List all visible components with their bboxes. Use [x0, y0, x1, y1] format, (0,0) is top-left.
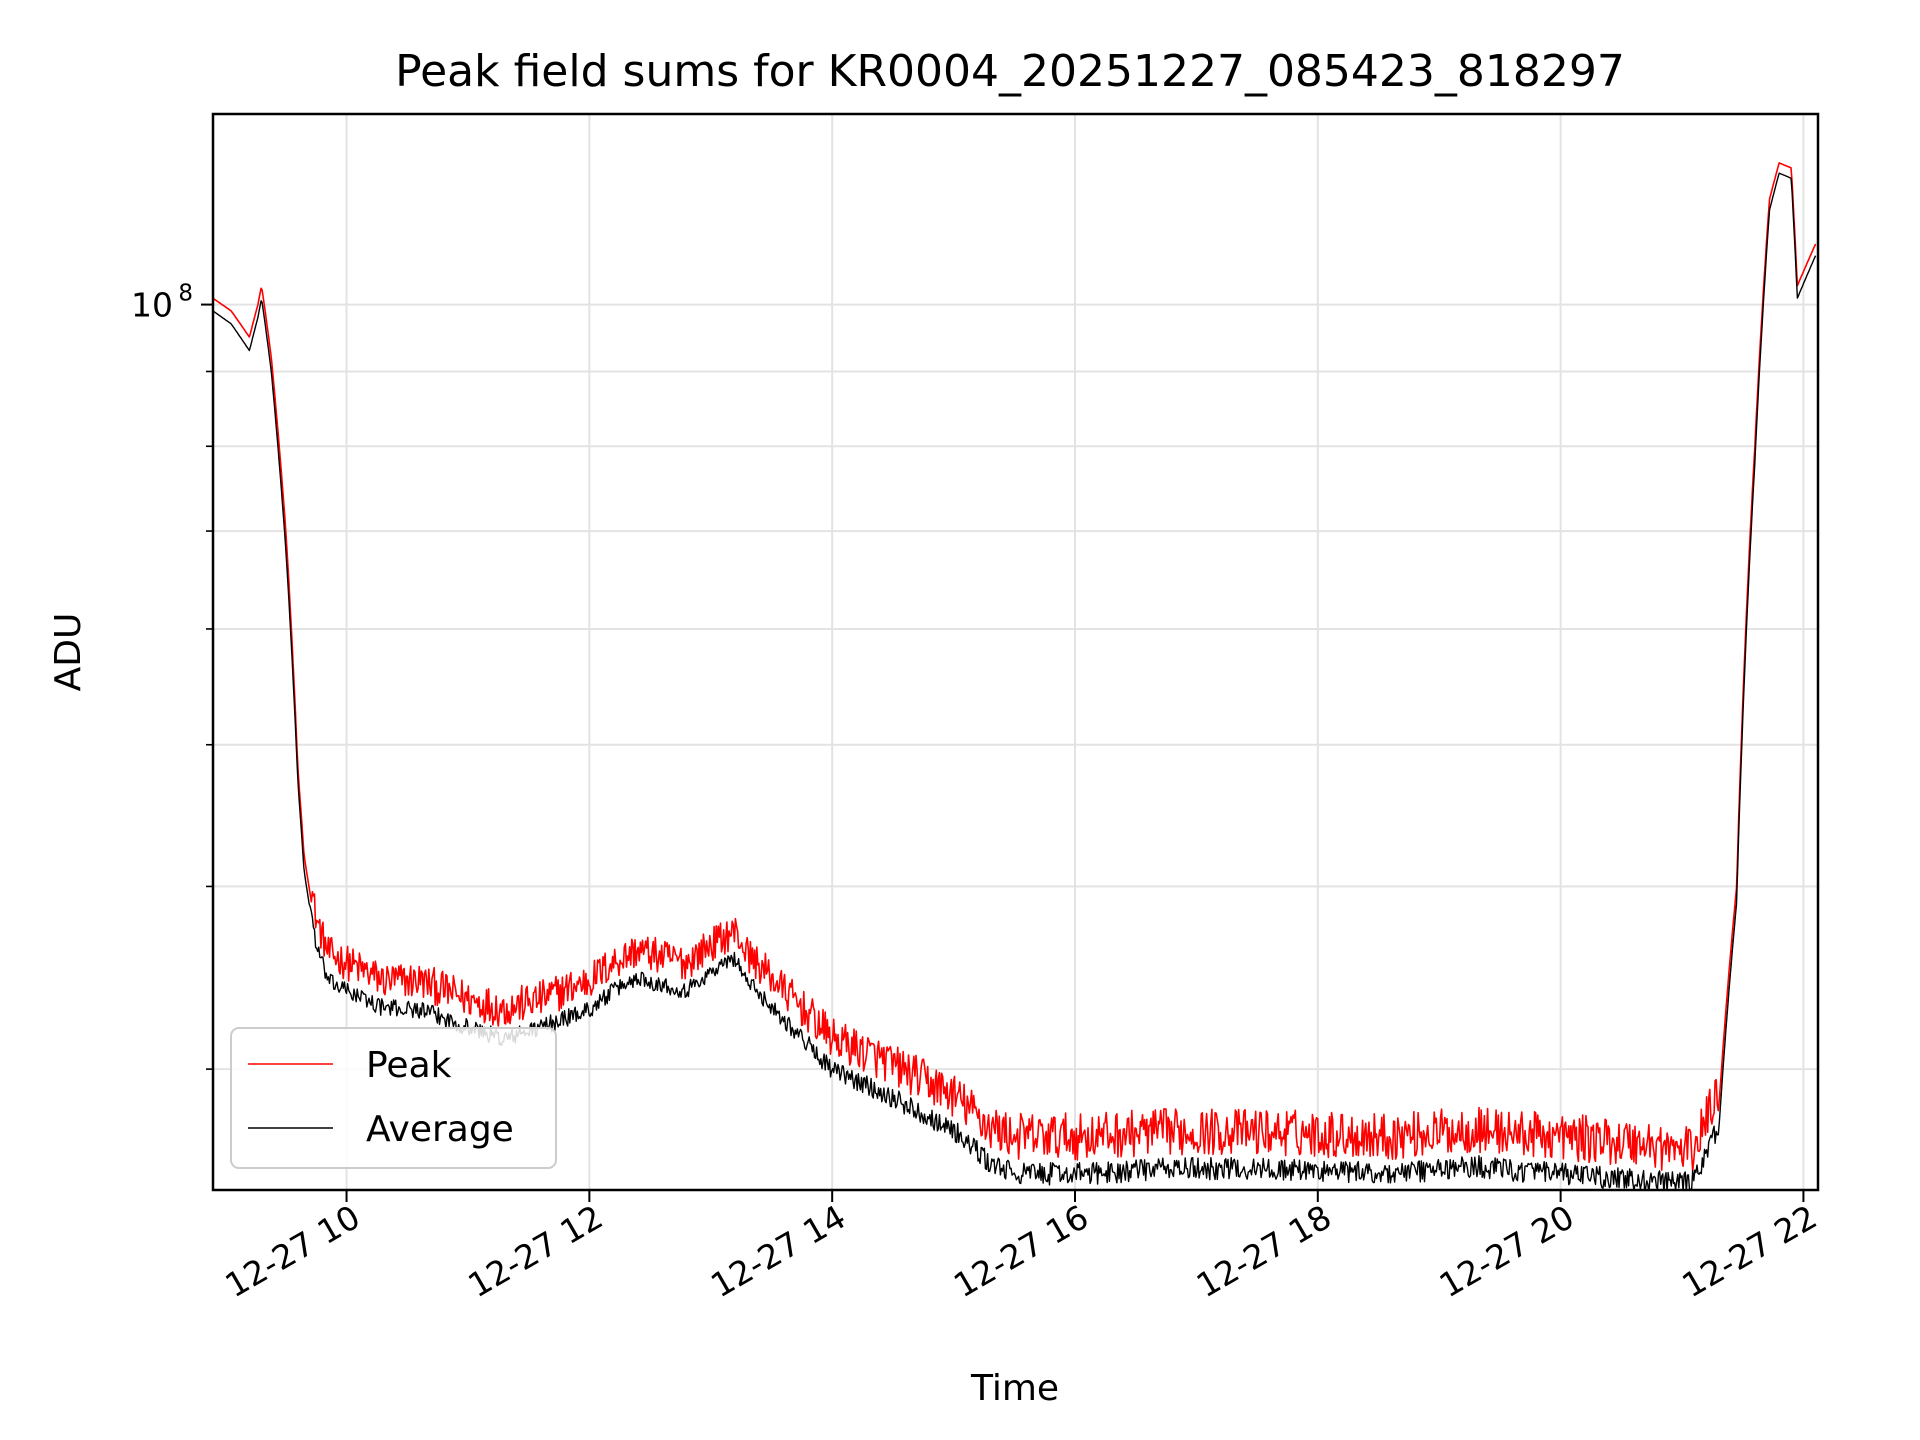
series-line-peak	[213, 162, 1817, 1172]
y-tick-label: 10	[131, 286, 173, 325]
chart-title: Peak field sums for KR0004_20251227_0854…	[395, 46, 1625, 97]
grid	[213, 114, 1818, 1190]
y-tick-label-exponent: 8	[178, 281, 193, 307]
plot-frame	[211, 112, 1820, 1192]
legend-label-peak: Peak	[366, 1045, 452, 1086]
y-axis-label: ADU	[48, 613, 89, 692]
legend: Peak Average	[230, 1027, 557, 1169]
x-axis-label: Time	[970, 1368, 1059, 1409]
plot-area	[213, 162, 1817, 1190]
series-line-average	[213, 172, 1817, 1190]
legend-box	[230, 1027, 557, 1169]
legend-label-average: Average	[366, 1109, 514, 1150]
